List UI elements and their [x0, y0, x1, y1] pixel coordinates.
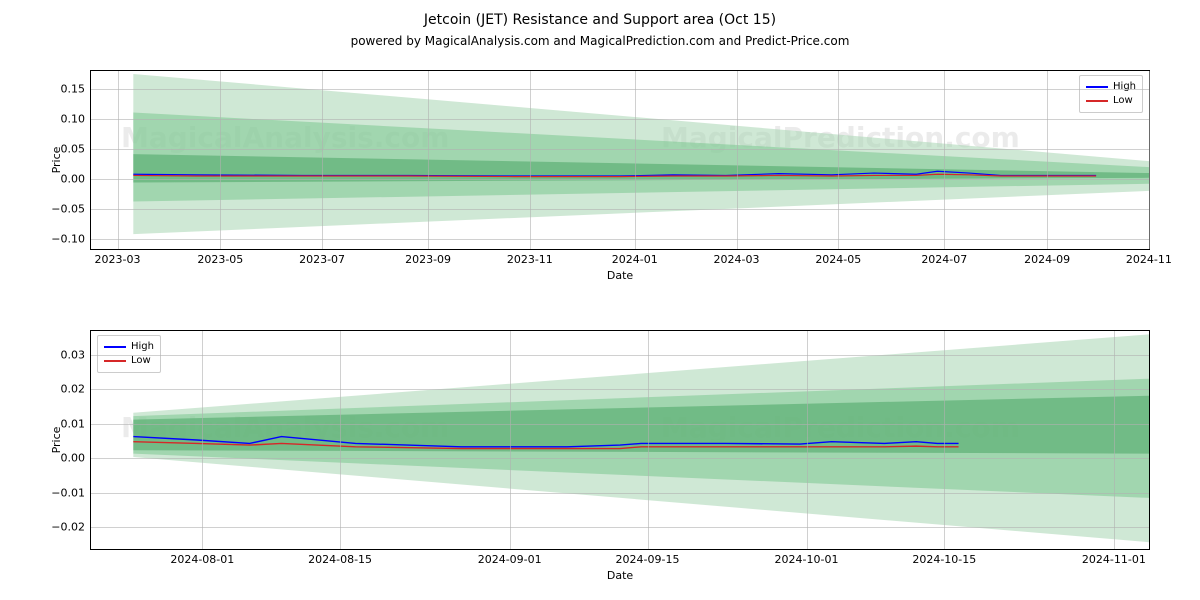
y-tick-label: 0.01: [61, 417, 92, 430]
y-tick-label: 0.15: [61, 83, 92, 96]
gridline: [91, 239, 1149, 240]
legend: High Low: [97, 335, 161, 373]
y-tick-label: 0.02: [61, 383, 92, 396]
y-axis-label: Price: [50, 427, 63, 454]
chart-title: Jetcoin (JET) Resistance and Support are…: [0, 12, 1200, 28]
chart-bottom-svg: [91, 331, 1149, 549]
legend-swatch: [104, 346, 126, 348]
gridline: [944, 331, 945, 549]
gridline: [838, 71, 839, 249]
gridline: [428, 71, 429, 249]
legend-label: Low: [1113, 94, 1133, 108]
gridline: [1114, 331, 1115, 549]
y-tick-label: −0.02: [51, 520, 91, 533]
gridline: [635, 71, 636, 249]
legend-item-low: Low: [104, 354, 154, 368]
gridline: [1047, 71, 1048, 249]
gridline: [91, 179, 1149, 180]
x-axis-label: Date: [607, 269, 633, 282]
y-tick-label: 0.03: [61, 349, 92, 362]
gridline: [91, 527, 1149, 528]
legend-swatch: [1086, 100, 1108, 102]
gridline: [202, 331, 203, 549]
gridline: [1149, 71, 1150, 249]
gridline: [91, 493, 1149, 494]
gridline: [737, 71, 738, 249]
legend-item-low: Low: [1086, 94, 1136, 108]
chart-bottom: MagicalAnalysis.com MagicalPrediction.co…: [90, 330, 1150, 550]
chart-subtitle: powered by MagicalAnalysis.com and Magic…: [0, 34, 1200, 48]
gridline: [530, 71, 531, 249]
x-tick-label: 2023-11: [507, 249, 553, 266]
chart-top: MagicalAnalysis.com MagicalPrediction.co…: [90, 70, 1150, 250]
x-tick-label: 2023-09: [405, 249, 451, 266]
y-tick-label: 0.05: [61, 143, 92, 156]
x-axis-label: Date: [607, 569, 633, 582]
y-tick-label: 0.10: [61, 113, 92, 126]
x-tick-label: 2024-11: [1126, 249, 1172, 266]
gridline: [91, 89, 1149, 90]
gridline: [91, 119, 1149, 120]
gridline: [91, 389, 1149, 390]
y-tick-label: −0.05: [51, 203, 91, 216]
legend-label: High: [131, 340, 154, 354]
x-tick-label: 2024-10-01: [775, 549, 839, 566]
x-tick-label: 2024-11-01: [1082, 549, 1146, 566]
legend-swatch: [1086, 86, 1108, 88]
x-tick-label: 2023-03: [95, 249, 141, 266]
figure: Jetcoin (JET) Resistance and Support are…: [0, 0, 1200, 600]
x-tick-label: 2024-09-01: [478, 549, 542, 566]
chart-top-svg: [91, 71, 1149, 249]
x-tick-label: 2024-09-15: [616, 549, 680, 566]
y-tick-label: −0.01: [51, 486, 91, 499]
legend-item-high: High: [1086, 80, 1136, 94]
y-tick-label: 0.00: [61, 452, 92, 465]
legend-label: Low: [131, 354, 151, 368]
x-tick-label: 2024-10-15: [912, 549, 976, 566]
gridline: [91, 458, 1149, 459]
x-tick-label: 2024-05: [815, 249, 861, 266]
gridline: [944, 71, 945, 249]
y-tick-label: −0.10: [51, 233, 91, 246]
gridline: [340, 331, 341, 549]
x-tick-label: 2024-09: [1024, 249, 1070, 266]
legend-label: High: [1113, 80, 1136, 94]
x-tick-label: 2024-03: [714, 249, 760, 266]
x-tick-label: 2024-08-15: [308, 549, 372, 566]
gridline: [807, 331, 808, 549]
x-tick-label: 2024-01: [612, 249, 658, 266]
y-tick-label: 0.00: [61, 173, 92, 186]
gridline: [91, 209, 1149, 210]
gridline: [648, 331, 649, 549]
legend-swatch: [104, 360, 126, 362]
legend: High Low: [1079, 75, 1143, 113]
gridline: [220, 71, 221, 249]
gridline: [510, 331, 511, 549]
x-tick-label: 2023-05: [197, 249, 243, 266]
gridline: [91, 355, 1149, 356]
x-tick-label: 2023-07: [299, 249, 345, 266]
x-tick-label: 2024-07: [921, 249, 967, 266]
gridline: [322, 71, 323, 249]
gridline: [118, 71, 119, 249]
legend-item-high: High: [104, 340, 154, 354]
gridline: [91, 149, 1149, 150]
gridline: [91, 424, 1149, 425]
x-tick-label: 2024-08-01: [170, 549, 234, 566]
